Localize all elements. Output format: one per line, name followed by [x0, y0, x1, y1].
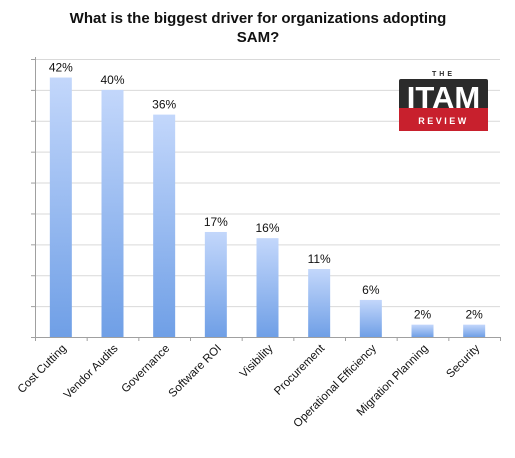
- bars: [49, 77, 486, 338]
- data-label: 2%: [414, 308, 432, 322]
- itam-review-logo: THE ITAM REVIEW: [399, 71, 488, 131]
- data-label: 17%: [204, 215, 228, 229]
- chart-title-line-1: What is the biggest driver for organizat…: [70, 10, 447, 27]
- bar-governance: [153, 114, 176, 337]
- category-tick-label: Security: [444, 342, 482, 380]
- data-label: 40%: [100, 73, 124, 87]
- data-label: 42%: [49, 61, 73, 75]
- category-tick-label: Software ROI: [167, 343, 224, 400]
- category-tick-label: Cost Cutting: [16, 343, 69, 396]
- bar-security: [463, 324, 486, 337]
- data-label: 6%: [362, 283, 380, 297]
- category-tick-label: Procurement: [272, 342, 328, 398]
- logo-the-text: THE: [432, 71, 455, 78]
- bar-cost-cutting: [49, 77, 72, 338]
- bar-visibility: [256, 238, 279, 337]
- logo-review-text: REVIEW: [418, 116, 469, 126]
- bar-operational-efficiency: [359, 299, 382, 337]
- category-tick-label: Visibility: [238, 342, 276, 380]
- bar-software-roi: [204, 231, 227, 337]
- logo-itam-text: ITAM: [407, 80, 480, 115]
- chart-title-line-2: SAM?: [237, 29, 280, 46]
- axes: [31, 57, 501, 341]
- bar-vendor-audits: [101, 89, 124, 337]
- data-labels: 42% 40% 36% 17% 16% 11% 6% 2% 2%: [49, 61, 483, 322]
- bar-migration-planning: [411, 324, 434, 337]
- data-label: 36%: [152, 98, 176, 112]
- category-tick-label: Governance: [119, 343, 172, 396]
- data-label: 16%: [255, 221, 279, 235]
- logo-red-band: [399, 108, 488, 131]
- data-label: 2%: [465, 308, 483, 322]
- bar-procurement: [308, 269, 331, 337]
- data-label: 11%: [308, 252, 331, 266]
- category-tick-label: Vendor Audits: [62, 342, 121, 401]
